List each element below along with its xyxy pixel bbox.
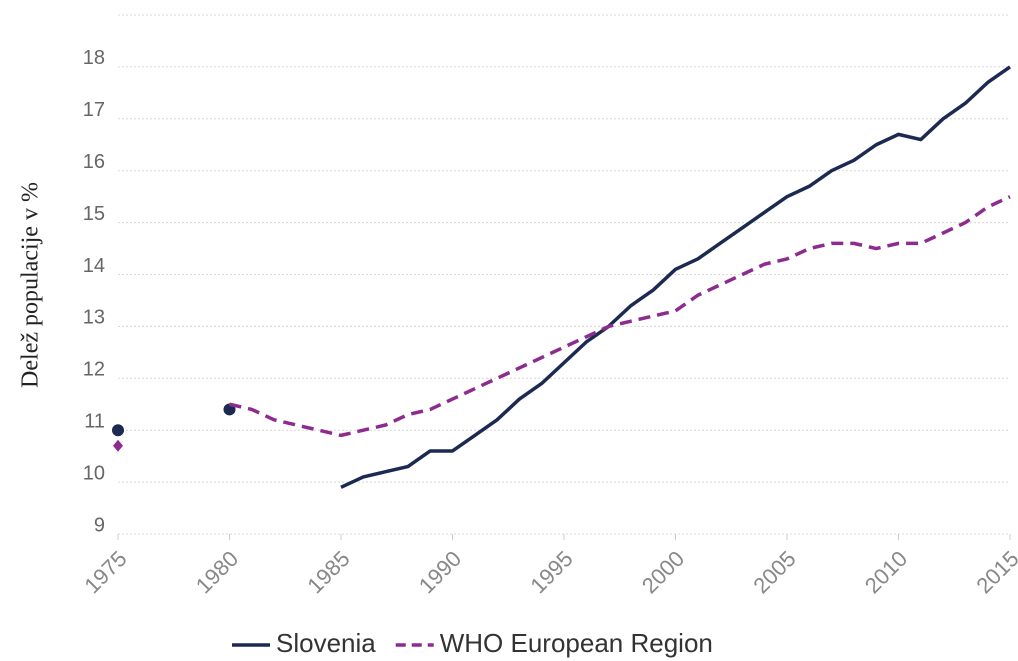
y-tick-label: 10	[83, 462, 105, 484]
y-tick-label: 9	[94, 514, 105, 536]
y-tick-label: 13	[83, 307, 105, 329]
legend-label: WHO European Region	[440, 628, 713, 658]
x-tick-label: 1980	[191, 546, 243, 598]
legend-label: Slovenia	[276, 628, 376, 658]
x-tick-label: 1975	[79, 546, 131, 598]
x-tick-label: 2000	[637, 546, 689, 598]
y-tick-label: 17	[83, 99, 105, 121]
x-tick-label: 2015	[971, 546, 1018, 598]
x-tick-label: 1990	[414, 546, 466, 598]
y-tick-label: 18	[83, 47, 105, 69]
x-tick-label: 1995	[525, 546, 577, 598]
y-tick-label: 16	[83, 151, 105, 173]
y-tick-label: 11	[84, 410, 105, 432]
series-line	[229, 195, 1011, 438]
y-tick-label: 12	[83, 359, 105, 381]
y-tick-label: 14	[83, 255, 105, 277]
x-tick-label: 2010	[860, 546, 912, 598]
point-marker	[112, 424, 124, 437]
point-marker	[113, 439, 123, 452]
y-axis-label: Delež populacije v %	[18, 182, 44, 388]
series-line	[340, 65, 1012, 489]
legend: Slovenia WHO European Region	[232, 628, 713, 658]
y-tick-label: 15	[83, 203, 105, 225]
x-tick-label: 1985	[302, 546, 354, 598]
x-tick-label: 2005	[748, 546, 800, 598]
